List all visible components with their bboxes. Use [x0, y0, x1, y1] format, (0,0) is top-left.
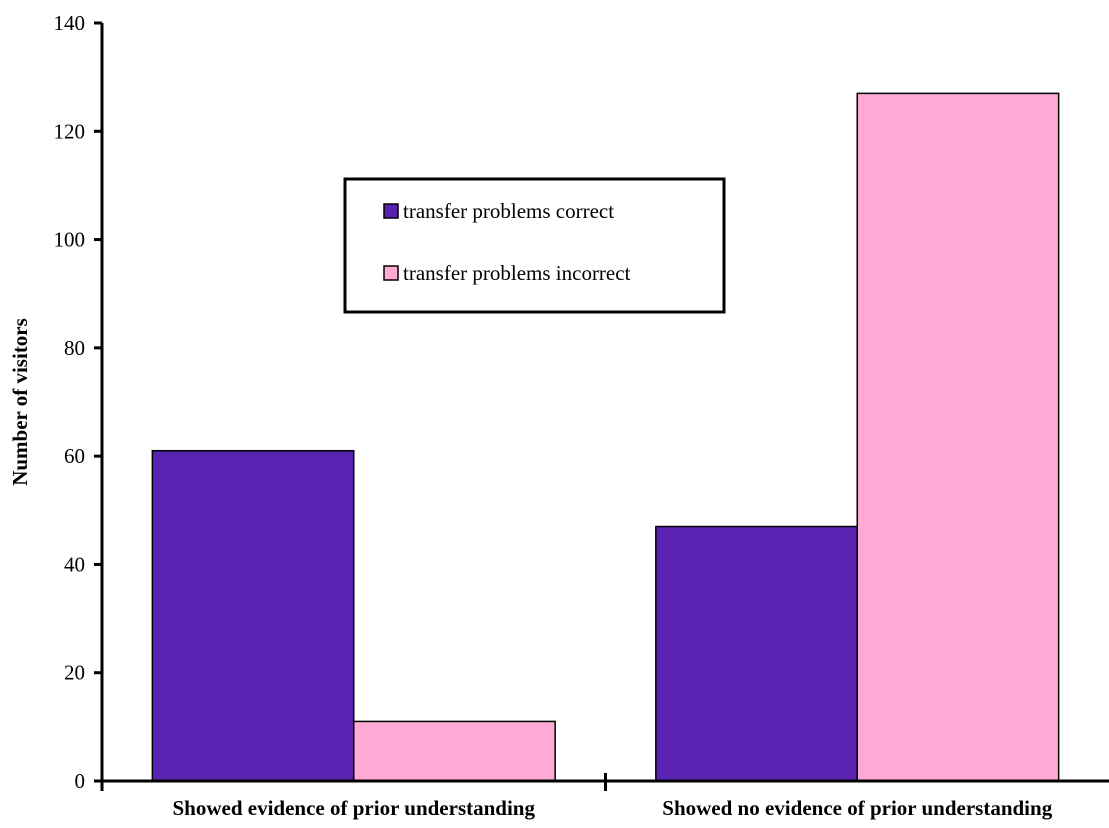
bar [151, 449, 355, 782]
x-ticks-group: Showed evidence of prior understanding Sh… [100, 773, 1053, 820]
legend-swatch-correct [383, 203, 399, 219]
bar [856, 92, 1060, 782]
legend-label-correct: transfer problems correct [403, 199, 614, 223]
y-axis-title: Number of visitors [8, 318, 32, 486]
bar [353, 720, 556, 782]
legend-swatch-incorrect [383, 265, 399, 281]
legend-label-incorrect: transfer problems incorrect [403, 261, 631, 285]
y-tick-label: 0 [75, 769, 86, 793]
bar [655, 525, 858, 782]
y-tick-label: 60 [64, 444, 85, 468]
legend-box [343, 177, 726, 314]
y-tick-label: 100 [54, 228, 86, 252]
y-tick-label: 40 [64, 552, 85, 576]
y-tick-label: 80 [64, 336, 85, 360]
y-tick-label: 20 [64, 661, 85, 685]
y-tick-label: 140 [54, 11, 86, 35]
bars-group [151, 92, 1060, 782]
legend: transfer problems correct transfer probl… [343, 177, 726, 314]
y-tick-label: 120 [54, 119, 86, 143]
y-ticks-group: 0 20 40 60 80 100 120 140 [54, 11, 102, 793]
x-category-label: Showed no evidence of prior understandin… [662, 796, 1052, 820]
x-category-label: Showed evidence of prior understanding [173, 796, 536, 820]
